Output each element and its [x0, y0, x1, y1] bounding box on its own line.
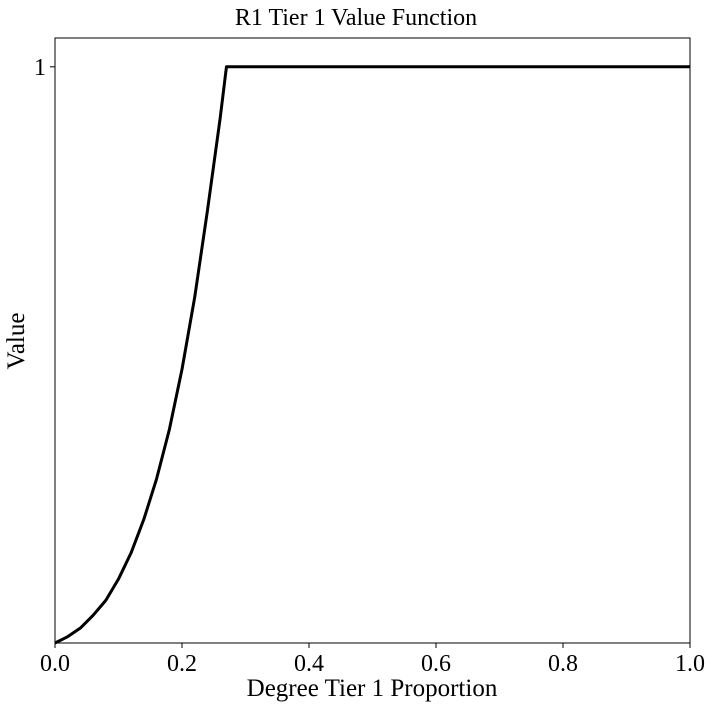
- x-tick-label: 0.4: [294, 651, 324, 677]
- x-tick-label: 0.0: [40, 651, 70, 677]
- x-tick-label: 0.8: [548, 651, 578, 677]
- x-tick-label: 0.2: [167, 651, 197, 677]
- x-axis-ticks: 0.0 0.2 0.4 0.6 0.8 1.0: [40, 643, 705, 677]
- chart-title: R1 Tier 1 Value Function: [235, 5, 477, 31]
- x-axis-label: Degree Tier 1 Proportion: [247, 675, 498, 702]
- x-tick-label: 0.6: [421, 651, 451, 677]
- x-tick-label: 1.0: [675, 651, 705, 677]
- y-axis-label: Value: [3, 313, 30, 370]
- plot-area: [54, 65, 690, 645]
- plot-frame: [54, 37, 691, 644]
- y-axis-ticks: 1: [34, 55, 55, 81]
- y-tick-label: 1: [34, 55, 46, 81]
- series-line-1: [54, 65, 690, 645]
